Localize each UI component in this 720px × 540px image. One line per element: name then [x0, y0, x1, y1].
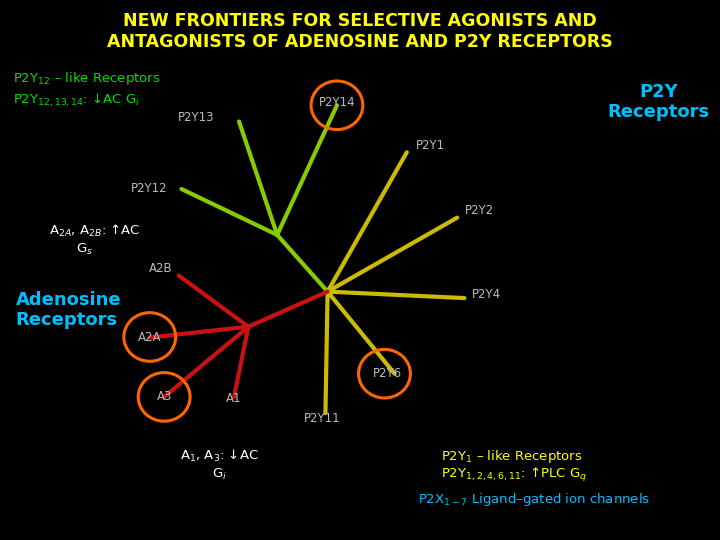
Text: P2Y11: P2Y11	[305, 412, 341, 425]
Text: P2Y4: P2Y4	[472, 288, 500, 301]
Text: NEW FRONTIERS FOR SELECTIVE AGONISTS AND: NEW FRONTIERS FOR SELECTIVE AGONISTS AND	[123, 11, 597, 30]
Text: P2Y: P2Y	[639, 83, 678, 101]
Text: Receptors: Receptors	[16, 310, 118, 329]
Text: P2Y$_{12}$ – like Receptors: P2Y$_{12}$ – like Receptors	[13, 70, 161, 87]
Text: P2Y$_{12, 13, 14}$: ↓AC G$_i$: P2Y$_{12, 13, 14}$: ↓AC G$_i$	[13, 91, 140, 109]
Text: ANTAGONISTS OF ADENOSINE AND P2Y RECEPTORS: ANTAGONISTS OF ADENOSINE AND P2Y RECEPTO…	[107, 33, 613, 51]
Text: P2Y12: P2Y12	[130, 183, 167, 195]
Text: P2Y$_1$ – like Receptors: P2Y$_1$ – like Receptors	[441, 448, 582, 465]
Text: A3: A3	[156, 390, 172, 403]
Text: P2Y$_{1, 2, 4, 6, 11}$: ↑PLC G$_q$: P2Y$_{1, 2, 4, 6, 11}$: ↑PLC G$_q$	[441, 466, 587, 484]
Text: P2Y2: P2Y2	[464, 204, 493, 217]
Text: A$_1$, A$_3$: ↓AC: A$_1$, A$_3$: ↓AC	[180, 448, 259, 464]
Text: Adenosine: Adenosine	[16, 291, 122, 309]
Text: P2Y6: P2Y6	[373, 367, 402, 380]
Text: G$_i$: G$_i$	[212, 467, 227, 482]
Text: Receptors: Receptors	[608, 103, 710, 121]
Text: P2X$_{1-7}$ Ligand–gated ion channels: P2X$_{1-7}$ Ligand–gated ion channels	[418, 491, 649, 508]
Text: P2Y13: P2Y13	[178, 111, 215, 124]
Text: A1: A1	[226, 392, 242, 405]
Text: P2Y1: P2Y1	[416, 139, 445, 152]
Text: G$_s$: G$_s$	[76, 242, 93, 257]
Text: P2Y14: P2Y14	[319, 96, 355, 109]
Text: A$_{2A}$, A$_{2B}$: ↑AC: A$_{2A}$, A$_{2B}$: ↑AC	[49, 223, 140, 239]
Text: A2B: A2B	[149, 262, 173, 275]
Text: A2A: A2A	[138, 331, 161, 344]
